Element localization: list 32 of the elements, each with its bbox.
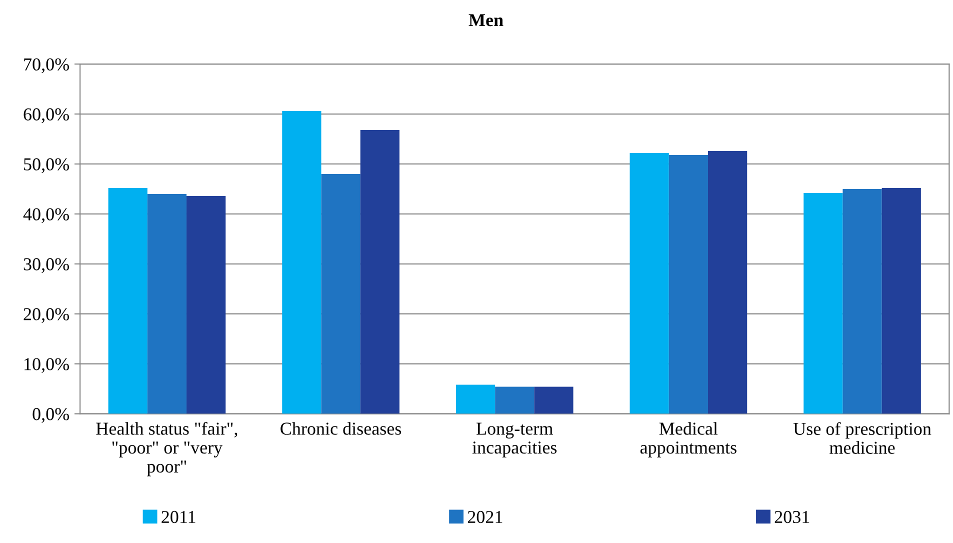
bar [842, 188, 882, 414]
legend-label: 2021 [468, 510, 502, 524]
bar [186, 196, 226, 414]
bar [147, 194, 187, 414]
bar [282, 111, 322, 414]
legend-label: 2011 [162, 510, 196, 524]
y-tick-label: 40,0% [23, 208, 70, 223]
chart-title: Men [468, 14, 504, 26]
x-tick-label: Chronic diseases [280, 422, 402, 435]
y-tick-label: 60,0% [24, 108, 70, 124]
y-tick-label: 70,0% [24, 58, 70, 74]
bar [108, 188, 148, 414]
bar [708, 150, 748, 414]
y-tick-label: 10,0% [24, 358, 70, 373]
bar [534, 386, 574, 414]
bar [882, 188, 921, 414]
bar [668, 154, 708, 414]
x-tick-label: Use of prescription medicine [793, 422, 932, 454]
bar [360, 130, 400, 414]
bar [456, 384, 496, 414]
bar [321, 174, 360, 414]
bar [630, 152, 669, 414]
y-tick-label: 30,0% [24, 258, 70, 273]
y-tick-label: 50,0% [24, 158, 70, 174]
x-tick-label: Health status "fair", "poor" or "very poor" [96, 422, 238, 476]
x-tick-label: Medical appointments [640, 422, 736, 458]
y-tick-label: 20,0% [24, 308, 70, 323]
bar [804, 192, 843, 414]
x-tick-label: Long-term incapacities [472, 422, 557, 458]
bar [495, 386, 534, 414]
legend-label: 2031 [774, 510, 810, 524]
y-tick-label: 0,0% [32, 408, 70, 423]
